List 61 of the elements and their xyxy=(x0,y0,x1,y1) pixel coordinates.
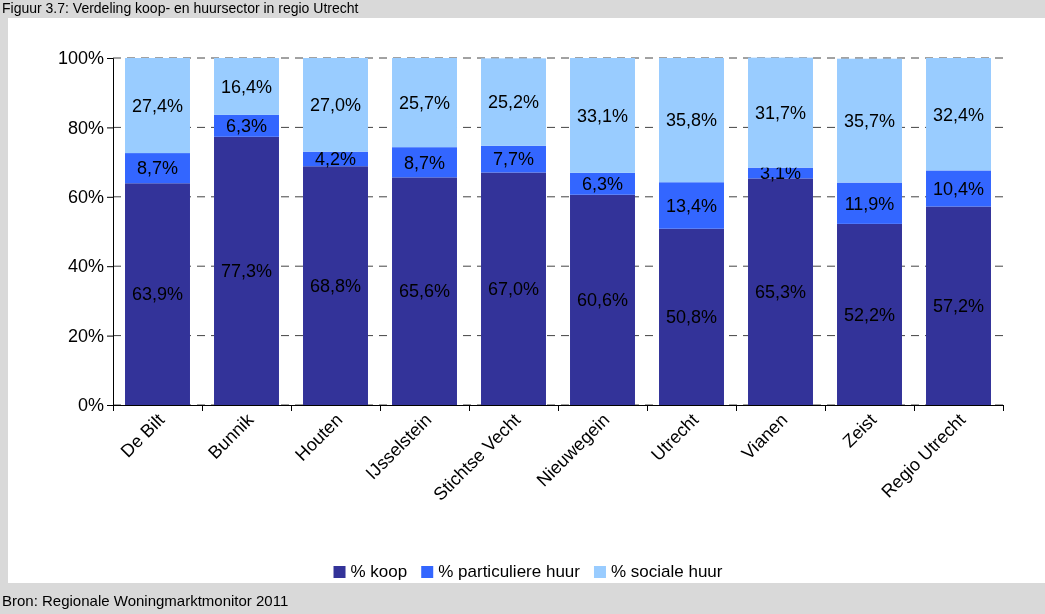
data-label: 31,7% xyxy=(754,102,807,123)
data-label: 16,4% xyxy=(220,76,273,97)
data-label: 7,7% xyxy=(492,149,535,170)
legend-label: % particuliere huur xyxy=(438,562,581,581)
bar xyxy=(303,166,368,405)
bar xyxy=(570,194,635,405)
data-label: 6,3% xyxy=(225,116,268,137)
data-label: 4,2% xyxy=(314,149,357,170)
data-label: 52,2% xyxy=(843,304,896,325)
bar xyxy=(659,58,724,183)
bar xyxy=(748,57,813,168)
bar xyxy=(481,172,546,405)
data-label: 35,7% xyxy=(843,110,896,131)
y-tick-label: 40% xyxy=(67,256,104,277)
bar xyxy=(125,183,190,405)
bar xyxy=(392,58,457,148)
data-label: 65,6% xyxy=(398,281,451,302)
data-label: 50,8% xyxy=(665,307,718,328)
data-label: 27,0% xyxy=(309,95,362,116)
data-label: 27,4% xyxy=(131,95,184,116)
data-label: 63,9% xyxy=(131,284,184,305)
legend-label: % koop xyxy=(350,562,408,581)
data-label: 13,4% xyxy=(665,195,718,216)
bar xyxy=(926,206,991,405)
data-label: 33,1% xyxy=(576,105,629,126)
data-label: 10,4% xyxy=(932,178,985,199)
bar xyxy=(214,58,279,115)
bar xyxy=(570,58,635,173)
text: Bron: Regionale Woningmarktmonitor 2011 xyxy=(2,592,289,609)
data-label: 25,7% xyxy=(398,92,451,113)
bar xyxy=(926,58,991,171)
bar xyxy=(125,58,190,154)
data-label: 25,2% xyxy=(487,92,540,113)
legend-label: % sociale huur xyxy=(610,562,723,581)
bar xyxy=(837,58,902,183)
y-tick-label: 80% xyxy=(67,117,104,138)
data-label: 68,8% xyxy=(309,275,362,296)
data-label: 11,9% xyxy=(844,193,895,214)
data-label: 57,2% xyxy=(932,296,985,317)
bar xyxy=(214,136,279,405)
bar xyxy=(837,223,902,405)
data-label: 65,3% xyxy=(754,282,807,302)
bar xyxy=(392,177,457,405)
y-tick-label: 0% xyxy=(77,395,104,416)
x-tick-label: De Bilt xyxy=(116,409,169,462)
data-label: 32,4% xyxy=(932,104,985,125)
data-label: 8,7% xyxy=(403,152,446,173)
data-label: 8,7% xyxy=(136,158,179,179)
y-tick-label: 20% xyxy=(67,325,104,346)
chart-title: Figuur 3.7: Verdeling koop- en huursector in regio Utrecht xyxy=(2,0,359,16)
y-tick-label: 60% xyxy=(67,187,104,208)
bar xyxy=(659,228,724,405)
bar xyxy=(659,182,724,229)
bar xyxy=(481,58,546,146)
data-label: 35,8% xyxy=(665,110,718,131)
data-label: 60,6% xyxy=(576,290,629,311)
data-label: 6,3% xyxy=(581,174,624,195)
bar xyxy=(303,58,368,152)
data-label: 77,3% xyxy=(220,261,273,282)
y-tick-label: 100% xyxy=(57,48,104,69)
data-label: 67,0% xyxy=(487,279,540,300)
